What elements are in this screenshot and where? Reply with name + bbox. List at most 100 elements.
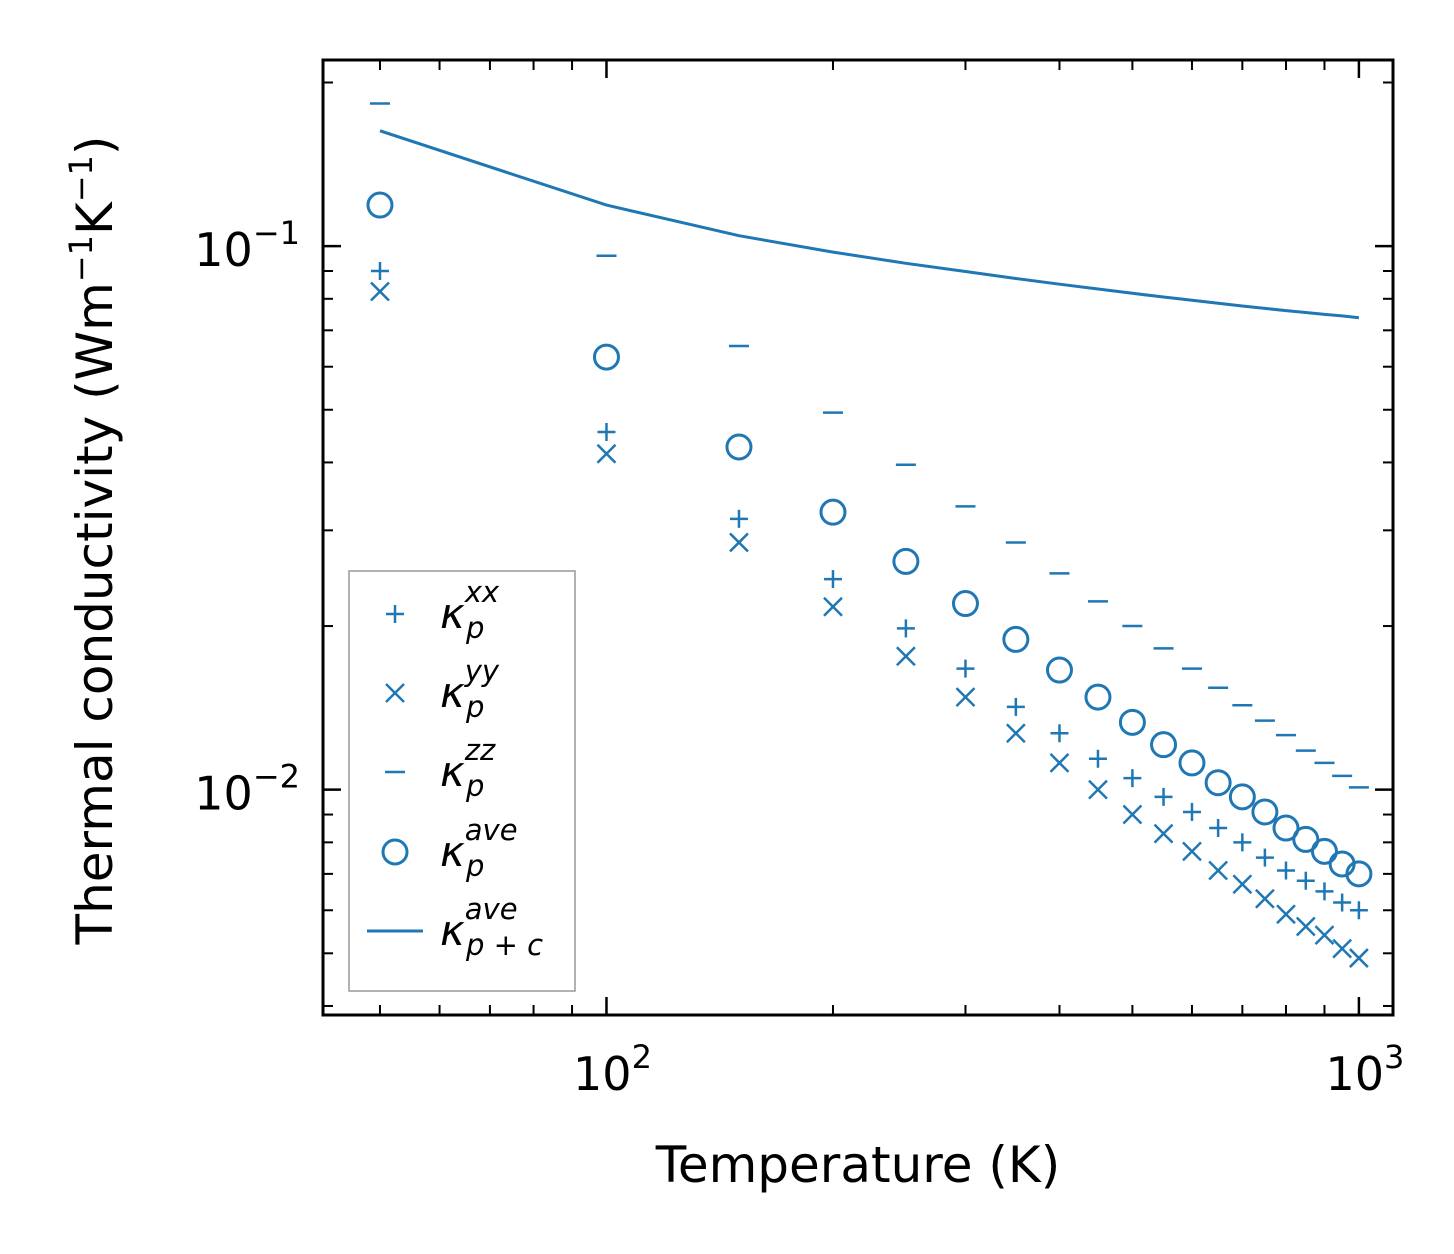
series-x-point bbox=[1295, 916, 1316, 937]
series-x-point bbox=[1005, 723, 1026, 744]
x-tick-label: 103 bbox=[1325, 1038, 1404, 1101]
legend-entry-circle-label: κave bbox=[440, 813, 518, 876]
data-marks bbox=[366, 102, 1373, 968]
series-plus-point bbox=[370, 261, 389, 280]
y-axis-label-main: Thermal conductivity (Wm bbox=[66, 282, 124, 945]
series-x-point bbox=[1088, 779, 1108, 800]
legend-entry-line-symbol: κ bbox=[440, 906, 465, 955]
legend-entry-plus-sub: p bbox=[465, 611, 484, 645]
legend-entry-circle-sup: ave bbox=[465, 813, 518, 847]
series-x-point bbox=[1276, 904, 1296, 925]
series-x-point bbox=[955, 687, 976, 708]
legend-entry-x-swatch-b bbox=[385, 683, 405, 703]
series-x-point bbox=[1332, 938, 1353, 959]
legend-entry-minus-symbol: κ bbox=[440, 747, 465, 796]
series-x-point bbox=[1153, 823, 1174, 844]
series-plus-point bbox=[1123, 769, 1142, 788]
series-plus-point bbox=[1349, 901, 1368, 920]
series-x-point-b bbox=[1049, 753, 1070, 773]
series-circle-point bbox=[366, 191, 394, 219]
series-plus-point bbox=[597, 423, 616, 442]
legend-entry-minus-sub: p bbox=[465, 769, 484, 803]
y-axis-label-exp2: −1 bbox=[62, 155, 100, 202]
series-plus-point bbox=[1088, 749, 1107, 768]
series-x-point bbox=[1182, 841, 1202, 862]
y-tick-label: 10−1 bbox=[194, 214, 300, 277]
y-axis-label-close: ) bbox=[66, 136, 124, 156]
series-x-point-b bbox=[1295, 916, 1316, 937]
series-circle-point bbox=[819, 498, 847, 526]
series-x-point-b bbox=[896, 646, 916, 667]
series-plus-point bbox=[1182, 802, 1201, 821]
series-x-point bbox=[1122, 804, 1143, 825]
series-plus-point bbox=[1255, 848, 1274, 867]
axis-ticks bbox=[323, 60, 1393, 1015]
series-x-point-b bbox=[1122, 804, 1143, 825]
x-tick-label: 102 bbox=[573, 1038, 652, 1101]
legend-entry-plus-symbol: κ bbox=[440, 589, 465, 638]
series-x-point bbox=[596, 443, 617, 464]
series-x-point bbox=[1349, 948, 1369, 968]
series-circle-point bbox=[1150, 731, 1178, 759]
plot-frame bbox=[321, 58, 1395, 1017]
series-circle-point bbox=[1002, 625, 1030, 653]
series-x-point-b bbox=[1088, 779, 1108, 800]
legend-entry-x-symbol: κ bbox=[440, 668, 465, 717]
series-x-point bbox=[370, 281, 390, 302]
series-circle-point bbox=[951, 590, 979, 618]
x-tick-label-exp: 2 bbox=[632, 1038, 652, 1076]
series-x-point-b bbox=[1153, 823, 1174, 844]
series-x-point-b bbox=[729, 532, 749, 553]
legend-entry-minus-sup: zz bbox=[464, 733, 496, 767]
x-tick-label-exp: 3 bbox=[1384, 1038, 1404, 1076]
series-x-point-b bbox=[823, 596, 843, 617]
series-plus-point bbox=[1050, 724, 1069, 743]
series-x-point-b bbox=[1232, 874, 1253, 895]
x-tick-label-base: 10 bbox=[573, 1047, 632, 1101]
series-x-point bbox=[823, 596, 843, 617]
series-circle-point bbox=[1345, 860, 1373, 888]
legend-entry-x-sup: yy bbox=[464, 654, 500, 688]
y-tick-label-exp: −2 bbox=[253, 758, 300, 796]
legend-entry-x-label: κyy bbox=[440, 654, 500, 717]
series-circle-point bbox=[725, 433, 753, 461]
y-tick-label-base: 10 bbox=[194, 223, 253, 277]
series-circle-point bbox=[1178, 749, 1206, 777]
series-plus-point bbox=[1296, 871, 1315, 890]
x-tick-label-base: 10 bbox=[1325, 1047, 1384, 1101]
series-circle-point bbox=[592, 343, 620, 371]
series-minus bbox=[369, 102, 1369, 789]
series-plus-point bbox=[1209, 819, 1228, 838]
series-plus-point bbox=[1233, 833, 1252, 852]
legend-entry-circle-sub: p bbox=[465, 849, 484, 883]
legend-entry-plus-sup: xx bbox=[464, 575, 500, 609]
series-plus-point bbox=[1154, 787, 1173, 806]
series-x-point-b bbox=[1255, 888, 1275, 909]
legend-entry-line-sup: ave bbox=[465, 892, 518, 926]
series-x-point-b bbox=[1276, 904, 1296, 925]
series-x-point bbox=[896, 646, 916, 667]
series-circle-point bbox=[892, 547, 920, 575]
series-plus bbox=[370, 261, 1368, 920]
series-x-point bbox=[1314, 925, 1335, 946]
series-x-point-b bbox=[1314, 925, 1335, 946]
series-plus-point bbox=[956, 659, 975, 678]
y-tick-label-base: 10 bbox=[194, 767, 253, 821]
series-x-point-b bbox=[1208, 860, 1229, 881]
series-circle-point bbox=[1228, 783, 1256, 811]
legend-entry-x-sub: p bbox=[465, 690, 484, 724]
series-x bbox=[370, 281, 1369, 968]
series-x-point-b bbox=[1005, 723, 1026, 744]
series-x-point-b bbox=[370, 281, 390, 302]
series-x-point-b bbox=[955, 687, 976, 708]
series-x-point-b bbox=[596, 443, 617, 464]
series-x-point-b bbox=[1332, 938, 1353, 959]
legend-entry-plus-swatch bbox=[386, 605, 404, 623]
legend-frame bbox=[348, 570, 576, 992]
